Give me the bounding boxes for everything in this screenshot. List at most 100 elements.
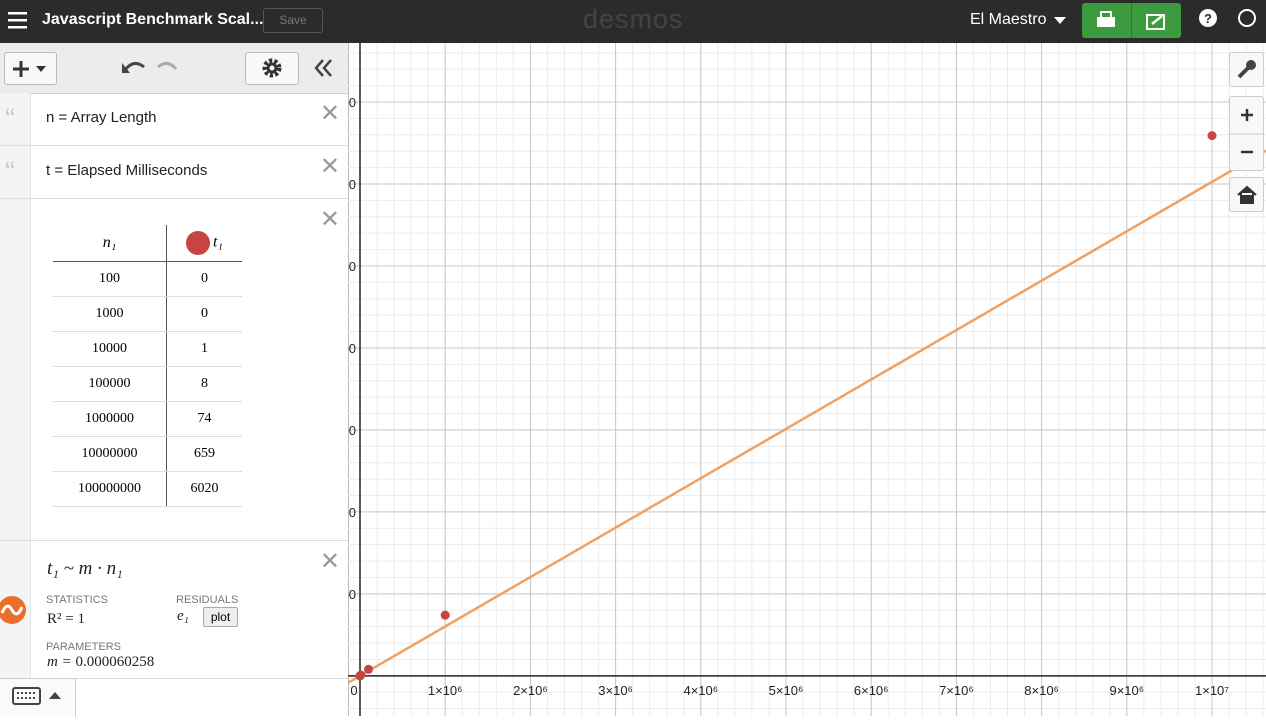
cell: 659	[166, 436, 242, 472]
parameter-value: 0.000060258	[75, 654, 155, 670]
home-button[interactable]	[1229, 177, 1264, 212]
cell: 8	[166, 366, 242, 402]
x-tick-label: 3×10⁶	[598, 683, 633, 698]
table-row: 1000000 74	[53, 401, 242, 437]
svg-text:?: ?	[1204, 11, 1212, 26]
cell: 0	[166, 296, 242, 332]
gutter	[0, 541, 31, 678]
cell: 100	[53, 261, 167, 297]
regression-equation: t₁ ~ m · n₁	[47, 558, 123, 579]
delete-button[interactable]: ✕	[319, 153, 340, 180]
x-tick-label: 2×10⁶	[513, 683, 548, 698]
note-row[interactable]: “ t = Elapsed Milliseconds ✕	[0, 146, 348, 199]
residual-variable: e₁	[177, 608, 189, 624]
table-row: 10000000 659	[53, 436, 242, 472]
user-menu[interactable]: El Maestro	[970, 11, 1047, 28]
x-tick-label: 1×10⁷	[1195, 683, 1229, 698]
delete-button[interactable]: ✕	[319, 100, 340, 127]
data-point	[440, 610, 450, 620]
r-squared: R² = 1	[47, 611, 85, 627]
note: n = Array Length	[46, 109, 157, 126]
graph-paper[interactable]: 0 1×10⁶ 2×10⁶ 3×10⁶ 4×10⁶ 5×10⁶ 6×10⁶ 7×10⁶ 8×10…	[348, 43, 1266, 716]
table-row: 1000 0	[53, 296, 242, 332]
graph-title[interactable]: Javascript Benchmark Scal...	[42, 11, 264, 28]
expression-panel: “ n = Array Length ✕ “ t = Elapsed Millisec…	[0, 43, 349, 717]
regression-row[interactable]: ✕ t₁ ~ m · n₁ STATISTICS RESIDUALS R² = …	[0, 541, 348, 679]
cell: 1	[166, 331, 242, 367]
y-tick-label: 200	[348, 505, 356, 520]
undo-redo[interactable]	[120, 57, 182, 79]
x-tick-label: 6×10⁶	[854, 683, 889, 698]
table-row: 10000 1	[53, 331, 242, 367]
data-point	[364, 664, 374, 674]
keyboard-toggle[interactable]	[0, 678, 76, 717]
add-icon	[13, 61, 46, 77]
x-tick-label: 0	[350, 683, 357, 698]
note-row[interactable]: “ n = Array Length ✕	[0, 93, 348, 146]
table-row: 100000000 6020	[53, 471, 242, 507]
header: Javascript Benchmark Scal... Save desmos…	[0, 0, 1266, 43]
cell: 1000	[53, 296, 167, 332]
cell: 6020	[166, 471, 242, 507]
y-tick-label: 600	[348, 177, 356, 192]
collapse-button[interactable]	[314, 59, 334, 77]
label: STATISTICS	[46, 594, 108, 606]
point-style-icon	[185, 231, 210, 255]
help-globe[interactable]: ?	[1198, 9, 1258, 29]
cell: 1000000	[53, 401, 167, 437]
parameter: m = 0.000060258	[47, 654, 154, 671]
plot-button[interactable]: plot	[203, 607, 238, 627]
gutter	[0, 199, 31, 540]
delete-button[interactable]: ✕	[319, 206, 340, 233]
graph-settings-button[interactable]	[1229, 52, 1264, 87]
gutter: “	[0, 93, 31, 145]
dropdown-icon	[1054, 17, 1066, 24]
keyboard-icon	[12, 687, 61, 705]
zoom-icons	[1230, 109, 1263, 154]
y-tick-label: 300	[348, 423, 356, 438]
add-button[interactable]	[4, 52, 57, 85]
cell: 10000000	[53, 436, 167, 472]
regression-line	[348, 149, 1266, 684]
x-tick-label: 8×10⁶	[1024, 683, 1059, 698]
gutter: “	[0, 146, 31, 198]
x-tick-label: 4×10⁶	[683, 683, 718, 698]
data-table: n₁ t₁ 100 0 1000 0 10000 1 100000 8 1000000 74 10000…	[53, 225, 242, 507]
delete-button[interactable]: ✕	[319, 548, 340, 575]
cell: 0	[166, 261, 242, 297]
data-point	[1207, 131, 1217, 141]
y-tick-label: 400	[348, 341, 356, 356]
column-name: t₁	[212, 233, 223, 251]
table-header: n₁ t₁	[53, 225, 242, 262]
x-tick-label: 7×10⁶	[939, 683, 974, 698]
home-icon	[1237, 185, 1257, 204]
menu-icon[interactable]	[8, 11, 28, 29]
x-tick-label: 5×10⁶	[769, 683, 804, 698]
y-tick-label: 500	[348, 259, 356, 274]
column-header: t₁	[166, 225, 242, 262]
wrench-icon	[1237, 60, 1256, 79]
label: PARAMETERS	[46, 641, 121, 653]
logo: desmos	[583, 4, 684, 34]
data-point	[356, 670, 366, 680]
cell: 74	[166, 401, 242, 437]
x-tick-label: 1×10⁶	[428, 683, 463, 698]
share-buttons[interactable]	[1082, 3, 1181, 38]
note: t = Elapsed Milliseconds	[46, 162, 208, 179]
gear-icon	[262, 58, 282, 78]
cell: 100000	[53, 366, 167, 402]
table-row: 100 0	[53, 261, 242, 297]
table-row[interactable]: ✕ n₁ t₁ 100 0 1000 0 10000 1 100000 8 1000000 74 100…	[0, 199, 348, 541]
parameter-name: m =	[47, 654, 72, 670]
settings-button[interactable]	[245, 52, 299, 85]
toolbar	[0, 43, 348, 94]
table-row: 100000 8	[53, 366, 242, 402]
cell: 10000	[53, 331, 167, 367]
share-icons	[1097, 11, 1165, 30]
cell: 100000000	[53, 471, 167, 507]
regression-icon	[0, 596, 26, 624]
x-tick-label: 9×10⁶	[1109, 683, 1144, 698]
save-button[interactable]: Save	[263, 8, 323, 33]
zoom-buttons[interactable]	[1229, 96, 1264, 171]
